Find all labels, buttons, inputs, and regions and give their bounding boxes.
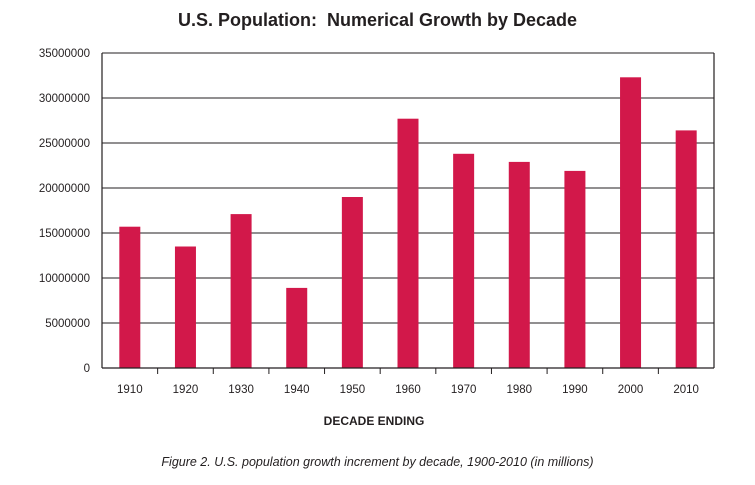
bar-1960 (397, 118, 419, 368)
bar-2000 (620, 77, 642, 369)
x-axis-title: DECADE ENDING (324, 414, 425, 428)
y-tick-label: 30000000 (39, 93, 90, 105)
bar-1980 (508, 161, 530, 368)
y-tick-label: 15000000 (39, 228, 90, 240)
x-tick-label: 1920 (173, 384, 199, 396)
bar-chart: 0 5000000 10000000 15000000 20000000 25000000… (39, 48, 715, 428)
x-tick-label: 1970 (451, 384, 477, 396)
bar-1950 (341, 197, 363, 368)
x-tick-label: 1960 (395, 384, 421, 396)
x-tick-label: 1930 (228, 384, 254, 396)
y-tick-label: 35000000 (39, 48, 90, 60)
bar-1970 (453, 153, 475, 368)
y-tick-label: 25000000 (39, 138, 90, 150)
x-tick-label: 1990 (562, 384, 588, 396)
bars (119, 77, 697, 369)
y-tick-label: 5000000 (45, 318, 90, 330)
bar-1940 (286, 287, 308, 368)
x-tick-label: 2000 (618, 384, 644, 396)
bar-1920 (174, 246, 196, 368)
bar-2010 (675, 130, 697, 368)
y-tick-labels: 0 5000000 10000000 15000000 20000000 25000000… (39, 48, 90, 375)
bar-1910 (119, 226, 141, 368)
y-tick-label: 0 (84, 363, 90, 375)
figure-caption: Figure 2. U.S. population growth increme… (161, 455, 594, 469)
bar-1930 (230, 214, 252, 368)
x-tick-label: 1910 (117, 384, 143, 396)
x-tick-label: 1940 (284, 384, 310, 396)
chart-title: U.S. Population: Numerical Growth by Dec… (177, 10, 578, 30)
bar-1990 (564, 170, 586, 368)
y-tick-label: 10000000 (39, 273, 90, 285)
x-tick-label: 2010 (673, 384, 699, 396)
x-tick-labels: 1910 1920 1930 1940 1950 1960 1970 1980 1990 2000… (117, 384, 699, 396)
x-tick-label: 1950 (340, 384, 366, 396)
y-tick-label: 20000000 (39, 183, 90, 195)
x-tick-label: 1980 (506, 384, 532, 396)
axes (101, 53, 715, 374)
